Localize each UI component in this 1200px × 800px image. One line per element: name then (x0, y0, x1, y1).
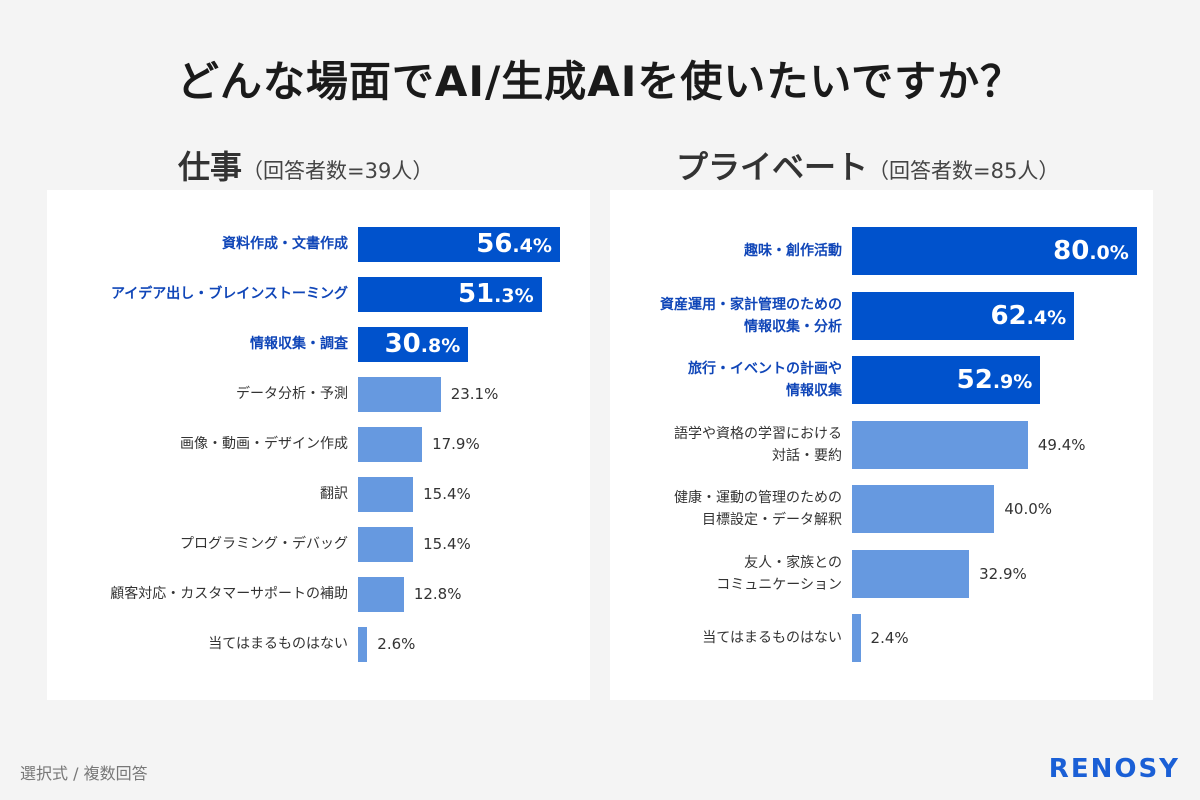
data-label: 51.3% (457, 279, 534, 309)
data-label: 15.4% (423, 485, 471, 503)
category-label: データ分析・予測 (236, 386, 348, 402)
bar: 56.4% (358, 226, 560, 262)
renosy-logo: RENOSY (1048, 754, 1180, 784)
bar (358, 626, 368, 662)
data-label: 56.4% (476, 229, 552, 259)
category-label: 旅行・イベントの計画や 情報収集 (688, 361, 842, 399)
data-label: 12.8% (413, 585, 462, 603)
bar: 30.8% (358, 326, 469, 362)
data-label: 17.9% (432, 435, 480, 453)
data-label: 2.6% (377, 635, 416, 653)
private-subtitle: （回答者数=85人） (868, 159, 1060, 183)
bar (358, 576, 404, 612)
work-chart-panel: 資料作成・文書作成 56.4% アイデア出し・ブレインストーミング 51.3% 情報収集… (47, 190, 590, 700)
category-label: 資産運用・家計管理のための 情報収集・分析 (660, 296, 842, 335)
bar (358, 476, 414, 512)
data-label: 49.4% (1037, 435, 1086, 454)
bar: 52.9% (852, 356, 1041, 404)
category-label: プログラミング・デバッグ (180, 536, 348, 552)
category-label: 当てはまるものはない (702, 630, 842, 646)
work-title: 仕事 (178, 148, 243, 186)
bar: 80.0% (852, 227, 1137, 275)
category-label: 語学や資格の学習における 対話・要約 (674, 425, 842, 464)
data-label: 15.4% (423, 535, 471, 553)
category-label: 情報収集・調査 (250, 336, 348, 352)
category-label: 翻訳 (320, 486, 348, 502)
category-label: 友人・家族との コミュニケーション (716, 554, 842, 593)
category-label: 資料作成・文書作成 (222, 236, 348, 252)
bar (358, 376, 441, 412)
bar: 62.4% (852, 291, 1075, 340)
work-subtitle: （回答者数=39人） (242, 159, 434, 183)
data-label: 62.4% (990, 300, 1067, 331)
category-label: 当てはまるものはない (208, 636, 348, 652)
footnote: 選択式 / 複数回答 (20, 764, 148, 783)
bar (852, 485, 995, 533)
private-chart-panel: 趣味・創作活動 80.0% 資産運用・家計管理のための 情報収集・分析 62.4% 旅行… (610, 190, 1153, 700)
data-label: 32.9% (979, 564, 1027, 583)
data-label: 80.0% (1053, 236, 1129, 266)
bar (852, 420, 1028, 469)
bar: 51.3% (358, 276, 542, 312)
category-label: 画像・動画・デザイン作成 (180, 436, 348, 452)
chart-title: どんな場面でAI/生成AIを使いたいですか？ (176, 57, 1024, 106)
bar (358, 426, 423, 462)
bar (852, 614, 861, 662)
data-label: 52.9% (956, 365, 1033, 395)
data-label: 40.0% (1004, 500, 1053, 518)
bar (852, 549, 970, 598)
category-label: 趣味・創作活動 (744, 243, 842, 259)
data-label: 30.8% (384, 329, 461, 359)
private-title: プライベート (676, 148, 869, 186)
private-panel-title: プライベート（回答者数=85人） (676, 142, 1059, 188)
data-label: 2.4% (870, 629, 909, 647)
category-label: 健康・運動の管理のための 目標設定・データ解釈 (674, 490, 842, 528)
bar (358, 526, 414, 562)
data-label: 23.1% (450, 385, 499, 403)
category-label: 顧客対応・カスタマーサポートの補助 (110, 586, 348, 602)
category-label: アイデア出し・ブレインストーミング (110, 286, 348, 302)
work-panel-title: 仕事（回答者数=39人） (178, 142, 433, 188)
